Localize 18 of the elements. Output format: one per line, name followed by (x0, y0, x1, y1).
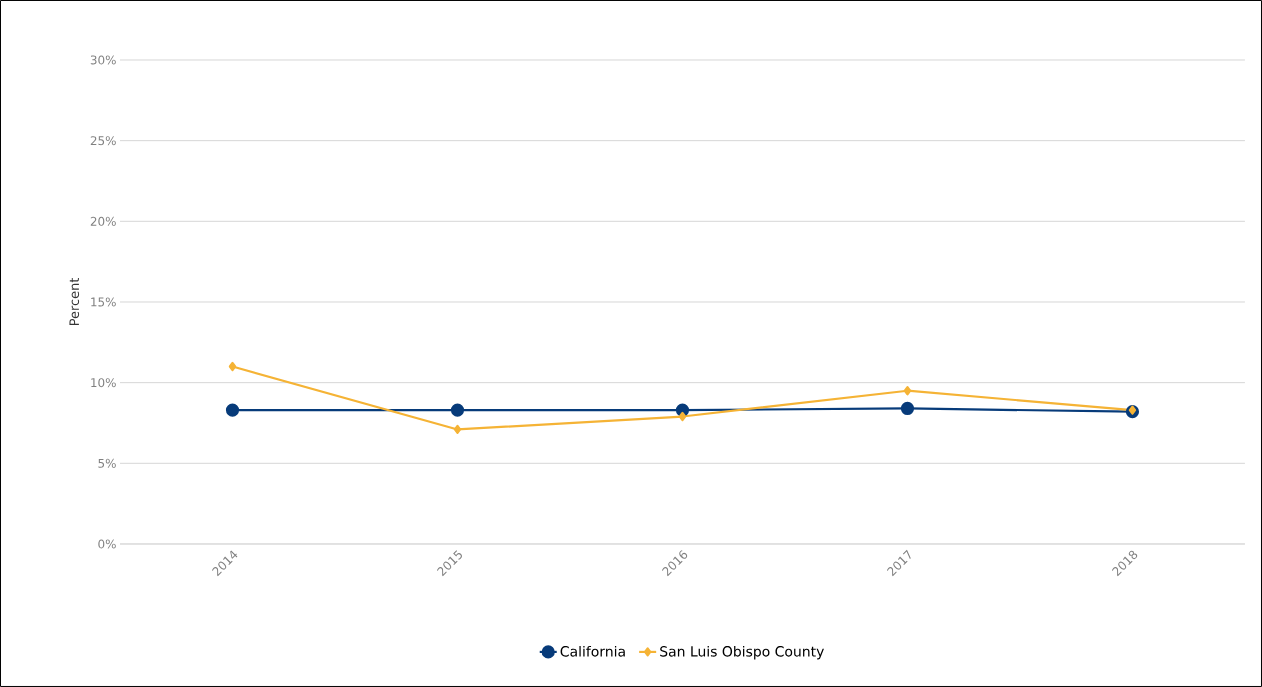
point (453, 424, 462, 435)
point (678, 411, 687, 422)
point (903, 386, 912, 396)
y-tick-label: 0% (98, 539, 116, 549)
y-tick-label: 30% (90, 55, 116, 65)
y-tick-label: 10% (91, 378, 116, 388)
legend-label: San Luis Obispo County (660, 645, 824, 660)
point (900, 401, 915, 416)
point (450, 403, 465, 417)
y-axis-title: Percent (69, 277, 80, 326)
y-tick-label: 5% (98, 458, 116, 468)
y-tick-label: 25% (90, 136, 116, 146)
legend-label: California (560, 645, 625, 657)
point (225, 403, 240, 417)
y-tick-label: 20% (90, 216, 116, 226)
y-tick-label: 15% (91, 297, 116, 307)
point (228, 361, 237, 372)
point (1128, 405, 1137, 415)
